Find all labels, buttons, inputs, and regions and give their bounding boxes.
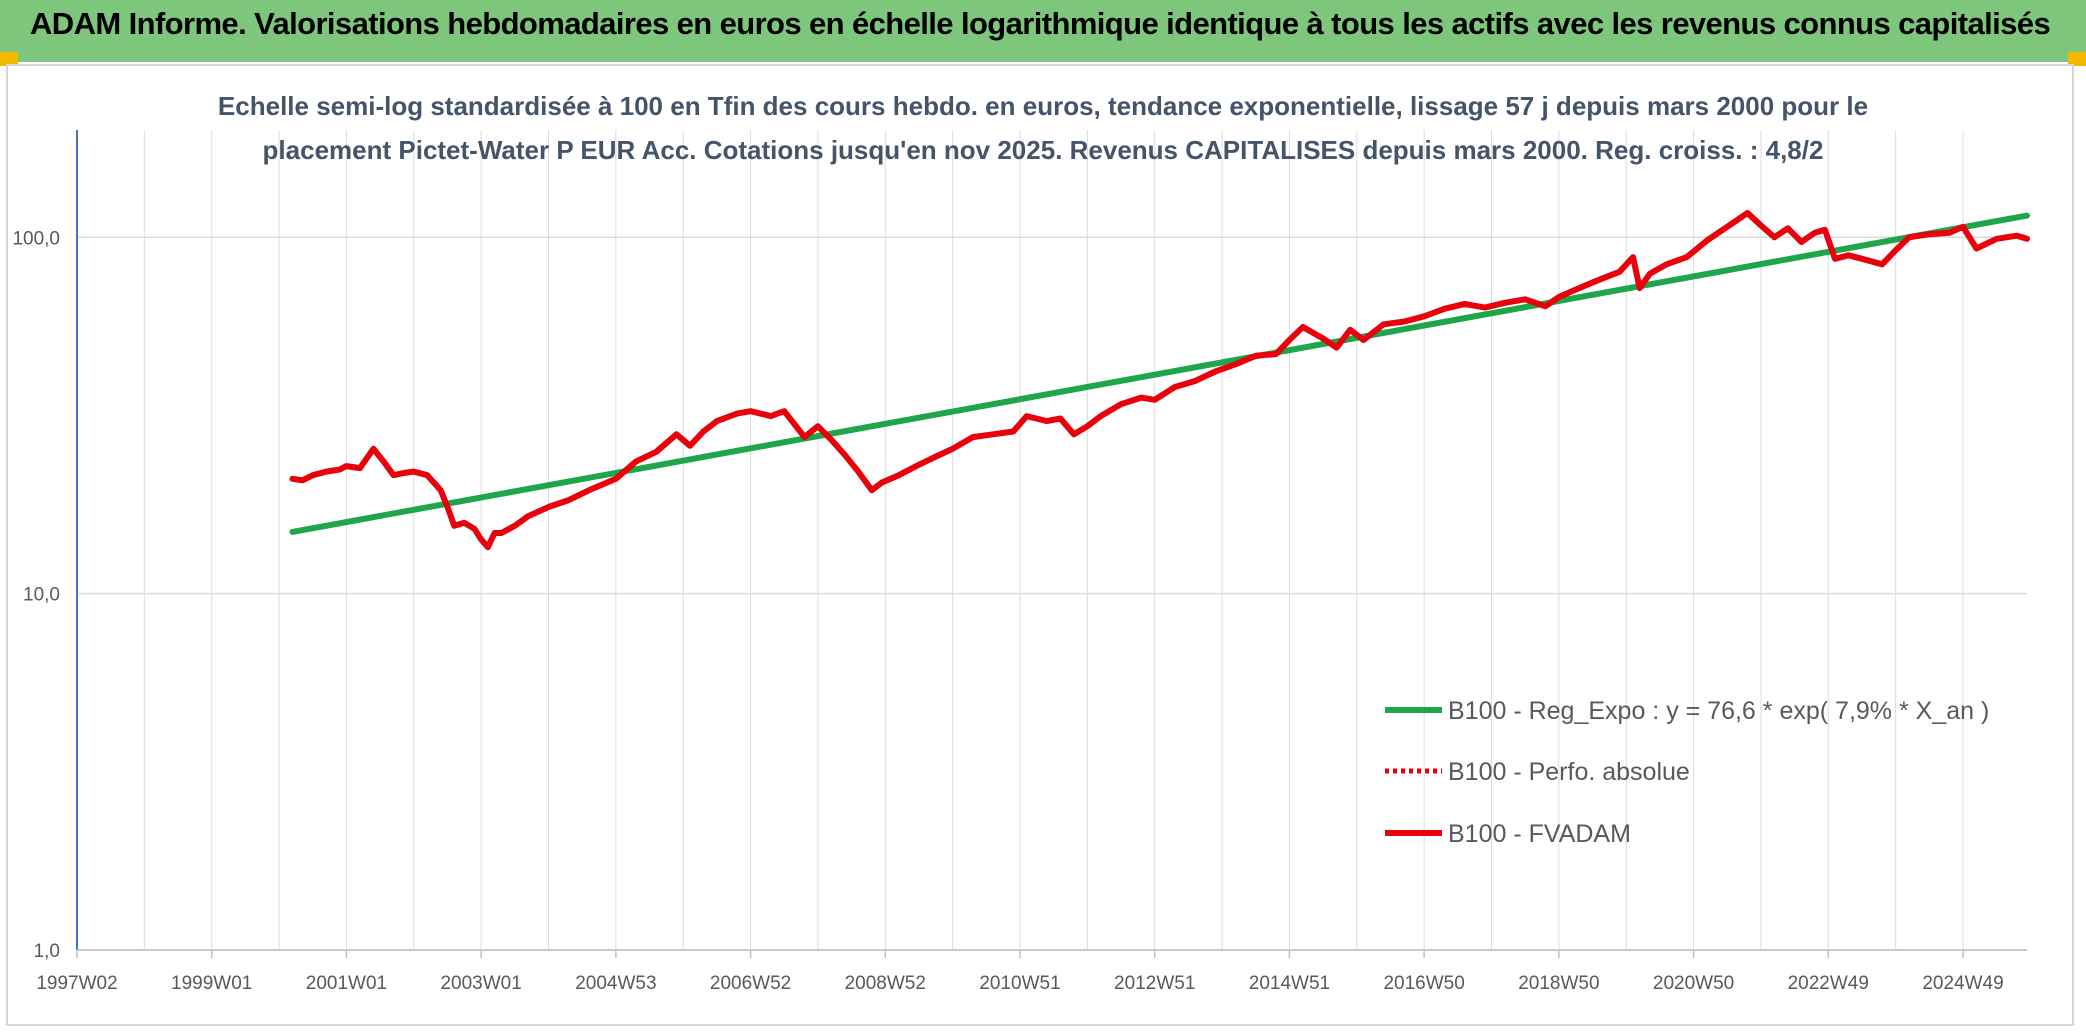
- grid: [76, 130, 2027, 951]
- x-tick-label: 1997W02: [36, 973, 117, 994]
- fvadam-line: [289, 210, 2030, 551]
- x-tick-label: 2014W51: [1249, 973, 1330, 994]
- x-tick-label: 2004W53: [575, 973, 656, 994]
- y-tick-label: 100,0: [12, 228, 60, 249]
- x-tick-label: 2010W51: [979, 973, 1060, 994]
- x-tick-label: 2022W49: [1788, 973, 1869, 994]
- x-tick-label: 2003W01: [440, 973, 521, 994]
- legend-label-regression: B100 - Reg_Expo : y = 76,6 * exp( 7,9% *…: [1448, 697, 1989, 725]
- x-tick-label: 2006W52: [710, 973, 791, 994]
- legend: B100 - Reg_Expo : y = 76,6 * exp( 7,9% *…: [1385, 697, 1989, 848]
- chart-subtitle-line-2: placement Pictet-Water P EUR Acc. Cotati…: [263, 135, 1824, 165]
- corner-marker-right: [2068, 52, 2086, 66]
- legend-label-fvadam: B100 - FVADAM: [1448, 820, 1631, 848]
- x-tick-label: 2012W51: [1114, 973, 1195, 994]
- axes: 1,0 10,0 100,0 1997W02 1999W01 2001W01 2003W01…: [12, 130, 2027, 994]
- y-tick-label: 10,0: [23, 585, 60, 606]
- x-tick-label: 2020W50: [1653, 973, 1734, 994]
- chart-subtitle-line-1: Echelle semi-log standardisée à 100 en T…: [218, 91, 1868, 121]
- series-layer: [289, 210, 2030, 551]
- report-title: ADAM Informe. Valorisations hebdomadaire…: [30, 6, 2051, 41]
- corner-marker-left: [0, 52, 18, 66]
- x-tick-label: 2001W01: [306, 973, 387, 994]
- x-tick-label: 2016W50: [1383, 973, 1464, 994]
- chart-frame: [6, 64, 2074, 1026]
- x-tick-label: 2008W52: [845, 973, 926, 994]
- legend-label-perfo: B100 - Perfo. absolue: [1448, 758, 1690, 786]
- x-tick-label: 2024W49: [1922, 973, 2003, 994]
- x-tick-label: 1999W01: [171, 973, 252, 994]
- y-tick-label: 1,0: [34, 941, 60, 962]
- title-banner: ADAM Informe. Valorisations hebdomadaire…: [0, 0, 2086, 62]
- x-tick-label: 2018W50: [1518, 973, 1599, 994]
- regression-line: [289, 212, 2030, 535]
